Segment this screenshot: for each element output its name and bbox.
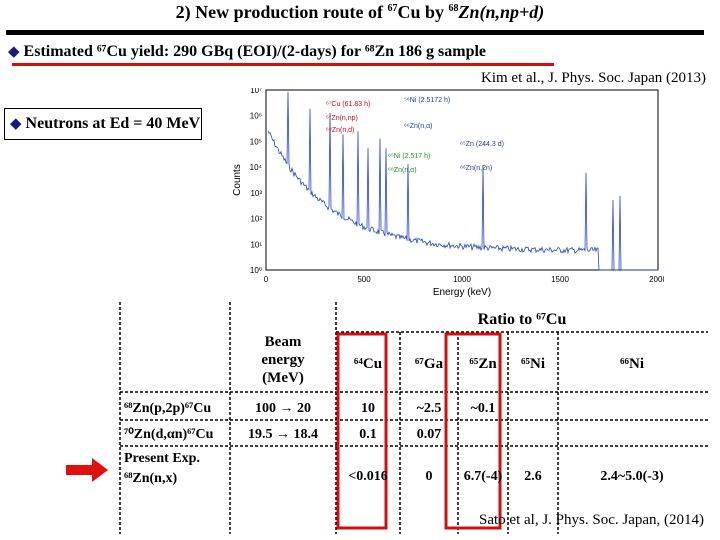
table-cell: 2.4~5.0(-3) bbox=[600, 469, 664, 484]
table-gridlines bbox=[119, 302, 708, 534]
table-text: Ratio to ⁶⁷Cu Beam energy (MeV) ⁶⁴Cu ⁶⁷Ga ⁶⁵Zn… bbox=[124, 311, 664, 486]
x-tick-label: 0 bbox=[264, 275, 269, 284]
neutron-energy-box bbox=[4, 108, 202, 140]
legend-entry: ⁶⁸Zn(n,α) bbox=[388, 167, 417, 174]
title-mid: Cu by bbox=[397, 2, 449, 22]
diamond-bullet-icon: ◆ bbox=[10, 116, 22, 132]
column-header: ⁶⁵Ni bbox=[521, 356, 545, 372]
beam-header-line: (MeV) bbox=[262, 370, 304, 386]
ratio-header: Ratio to ⁶⁷Cu bbox=[478, 311, 567, 328]
x-tick-label: 1000 bbox=[453, 275, 471, 284]
ratio-table: Ratio to ⁶⁷Cu Beam energy (MeV) ⁶⁴Cu ⁶⁷Ga ⁶⁵Zn… bbox=[119, 302, 708, 534]
row-beam-energy: 19.5 → 18.4 bbox=[248, 427, 318, 442]
x-tick-labels: 0 500 1000 1500 2000 bbox=[264, 275, 664, 284]
citation-top: Kim et al., J. Phys. Soc. Japan (2013) bbox=[481, 70, 706, 86]
legend-entry: ⁶⁵Zn (244.3 d) bbox=[460, 141, 504, 148]
column-header: ⁶⁴Cu bbox=[354, 356, 382, 372]
y-tick-labels: 10⁰ 10¹ 10² 10³ 10⁴ 10⁵ 10⁶ 10⁷ bbox=[250, 88, 263, 275]
legend-entry: ⁶⁶Zn(n,2n) bbox=[460, 165, 492, 172]
table-cell: 6.7(-4) bbox=[464, 469, 503, 484]
yield-text: Estimated ⁶⁷Cu yield: 290 GBq (EOI)/(2-d… bbox=[23, 43, 487, 60]
title-suffix: Zn(n,np+d) bbox=[458, 2, 545, 22]
diamond-bullet-icon: ◆ bbox=[8, 44, 20, 60]
y-tick-label: 10³ bbox=[250, 189, 262, 198]
legend-entry: ⁶⁸Zn(n,d) bbox=[326, 127, 354, 134]
row-label: Present Exp. bbox=[124, 451, 200, 466]
legend-entry: ⁶⁶Zn(n,α) bbox=[404, 123, 432, 130]
highlight-cu64-column bbox=[336, 332, 388, 530]
y-tick-label: 10² bbox=[250, 215, 262, 224]
peak-annotations: ⁶⁷Cu (61.83 h) ⁶⁷Zn(n,np) ⁶⁸Zn(n,d) ⁵⁶Ni (2… bbox=[326, 97, 504, 174]
highlight-zn65-column bbox=[444, 332, 502, 530]
table-cell: 2.6 bbox=[524, 469, 542, 484]
y-tick-label: 10⁴ bbox=[250, 163, 263, 172]
y-tick-label: 10⁰ bbox=[250, 266, 262, 275]
yield-underline bbox=[12, 63, 554, 66]
gamma-spectrum-figure: Counts Energy (keV) 10⁰10¹10²10³10⁴10⁵10… bbox=[232, 88, 664, 298]
table-cell: 0 bbox=[426, 469, 433, 484]
row-label: ⁶⁸Zn(p,2p)⁶⁷Cu bbox=[124, 401, 211, 416]
y-tick-label: 10¹ bbox=[250, 240, 262, 249]
table-cell: <0.016 bbox=[348, 469, 387, 484]
column-header: ⁶⁵Zn bbox=[469, 356, 497, 372]
title-zn-mass: 68 bbox=[448, 3, 459, 14]
y-tick-label: 10⁷ bbox=[250, 88, 262, 95]
column-header: ⁶⁷Ga bbox=[415, 356, 444, 372]
table-cell: ~0.1 bbox=[471, 401, 496, 416]
title-prefix: 2) New production route of bbox=[175, 2, 388, 22]
table-cell: ~2.5 bbox=[417, 401, 442, 416]
row-label: ⁷⁰Zn(d,αn)⁶⁷Cu bbox=[124, 427, 214, 442]
column-header: ⁶⁶Ni bbox=[620, 356, 644, 372]
row-beam-energy: 100 → 20 bbox=[255, 401, 311, 416]
y-tick-label: 10⁶ bbox=[250, 112, 262, 121]
x-tick-label: 500 bbox=[357, 275, 371, 284]
beam-header-line: Beam bbox=[265, 334, 302, 350]
title-underline bbox=[6, 30, 704, 35]
legend-entry: ⁶⁵Ni (2.517 h) bbox=[388, 153, 430, 160]
neutron-text: Neutrons at Ed = 40 MeV bbox=[25, 115, 201, 132]
neutron-bullet: ◆ Neutrons at Ed = 40 MeV bbox=[10, 114, 200, 133]
row-label: ⁶⁸Zn(n,x) bbox=[124, 471, 177, 486]
table-cell: 0.07 bbox=[417, 427, 442, 442]
x-tick-label: 1500 bbox=[551, 275, 569, 284]
beam-header-line: energy bbox=[261, 352, 305, 368]
yield-bullet: ◆ Estimated ⁶⁷Cu yield: 290 GBq (EOI)/(2… bbox=[8, 42, 486, 61]
x-tick-label: 2000 bbox=[649, 275, 664, 284]
spectrum-trace bbox=[267, 91, 658, 271]
citation-bottom: Sato et al, J. Phys. Soc. Japan, (2014) bbox=[479, 512, 704, 528]
table-cell: 10 bbox=[361, 401, 375, 416]
table-cell: 0.1 bbox=[359, 427, 377, 442]
slide-title: 2) New production route of 67Cu by 68Zn(… bbox=[0, 2, 720, 23]
legend-entry: ⁶⁷Zn(n,np) bbox=[326, 115, 358, 122]
x-axis-label: Energy (keV) bbox=[433, 287, 491, 298]
legend-entry: ⁶⁷Cu (61.83 h) bbox=[326, 101, 370, 108]
arrow-right-icon bbox=[66, 458, 108, 482]
y-axis-label: Counts bbox=[232, 164, 243, 196]
title-cu-mass: 67 bbox=[387, 3, 398, 14]
plot-frame bbox=[265, 89, 659, 271]
y-tick-label: 10⁵ bbox=[250, 137, 262, 146]
legend-entry: ⁵⁶Ni (2.5172 h) bbox=[404, 97, 450, 104]
